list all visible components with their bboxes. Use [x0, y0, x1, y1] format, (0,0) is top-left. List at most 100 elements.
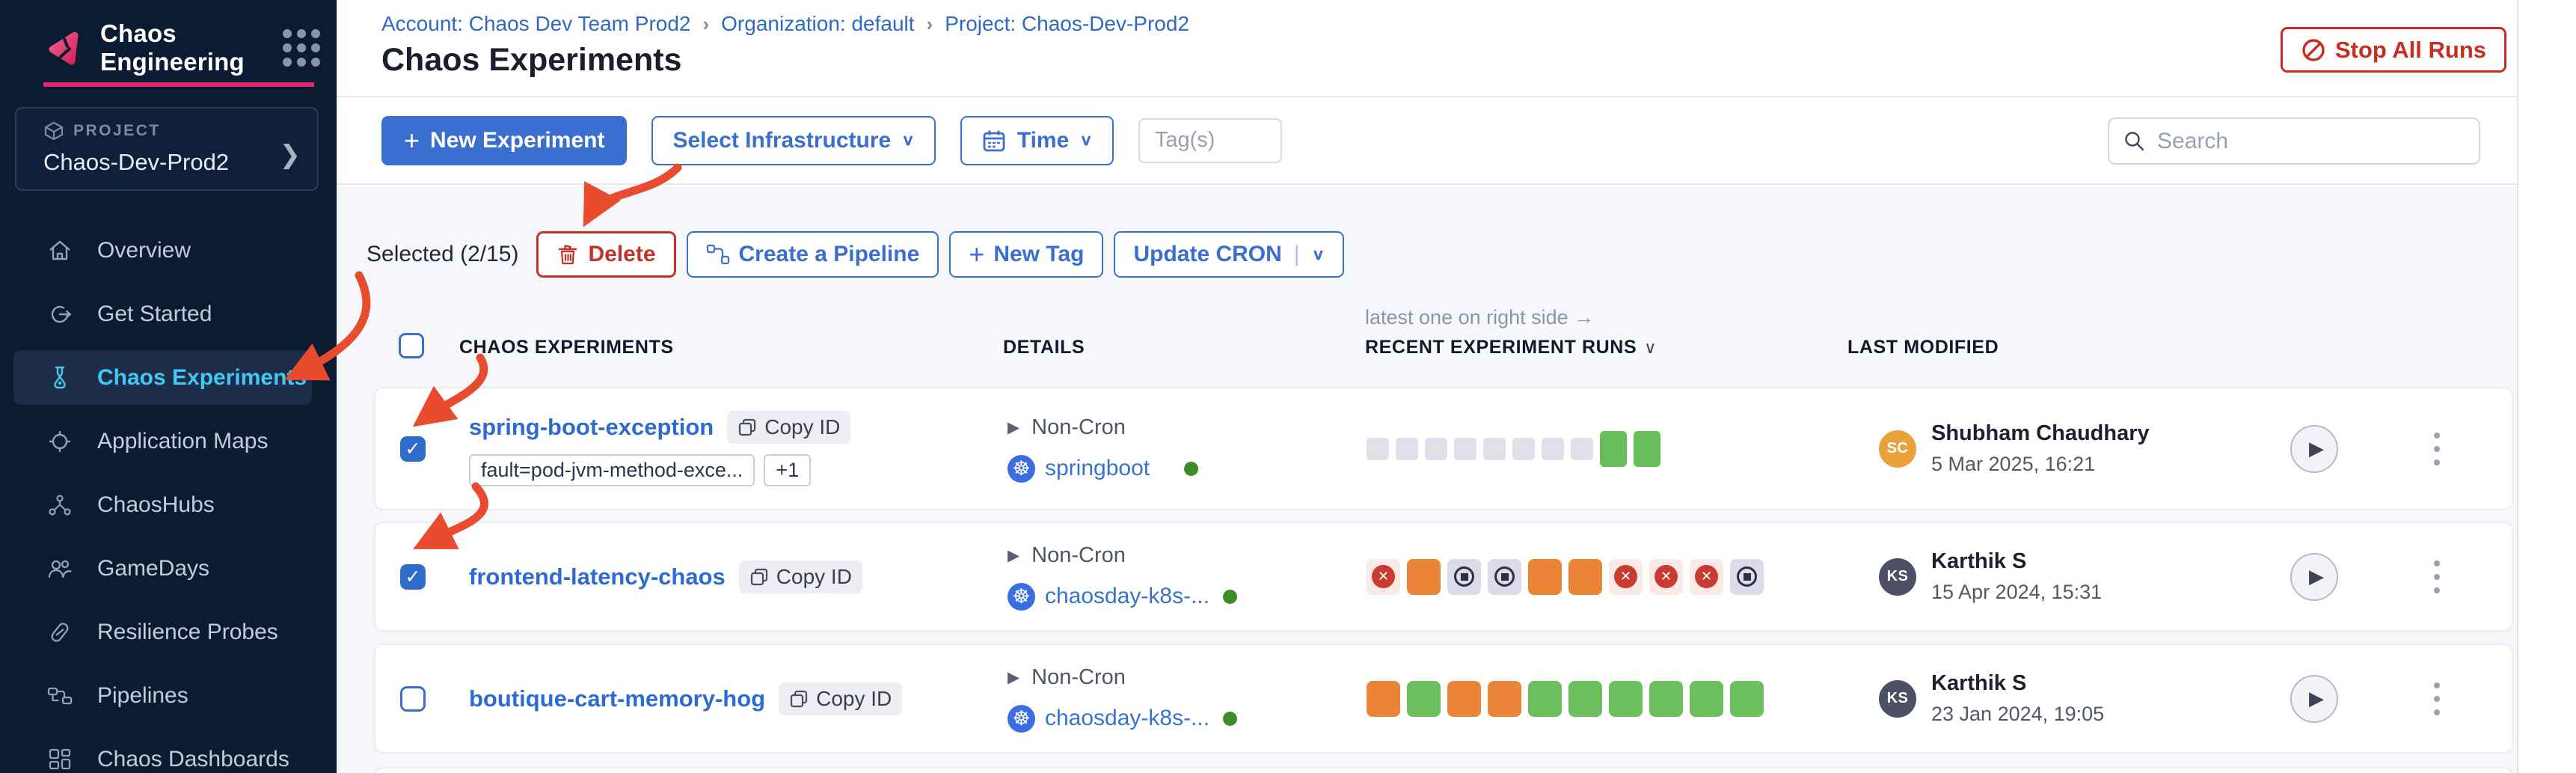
- run-status-orange[interactable]: [1407, 558, 1441, 595]
- time-filter-dropdown[interactable]: Time ∨: [960, 115, 1114, 165]
- network-icon: [49, 494, 71, 516]
- sidebar-item-overview[interactable]: Overview: [0, 219, 337, 282]
- run-status-stopped[interactable]: [1447, 558, 1481, 595]
- row-menu-button[interactable]: [2429, 556, 2444, 598]
- row-checkbox[interactable]: [400, 436, 426, 462]
- sidebar-item-chaos-dashboards[interactable]: Chaos Dashboards: [0, 727, 337, 773]
- run-status-orange[interactable]: [1528, 558, 1562, 595]
- infrastructure-link[interactable]: chaosday-k8s-...: [1045, 584, 1210, 608]
- select-infrastructure-dropdown[interactable]: Select Infrastructure ∨: [651, 115, 936, 165]
- search-box: [2108, 117, 2480, 165]
- search-input[interactable]: [2157, 128, 2465, 154]
- run-status-empty[interactable]: [1454, 437, 1476, 460]
- row-menu-button[interactable]: [2429, 428, 2444, 470]
- copy-icon: [739, 418, 756, 436]
- new-experiment-label: New Experiment: [430, 127, 605, 153]
- run-status-success[interactable]: [1634, 430, 1660, 467]
- run-status-orange[interactable]: [1447, 680, 1481, 717]
- schedule-type: Non-Cron: [1031, 664, 1126, 689]
- create-pipeline-button[interactable]: Create a Pipeline: [686, 231, 939, 278]
- run-status-stopped[interactable]: [1730, 558, 1764, 595]
- infrastructure-link[interactable]: chaosday-k8s-...: [1045, 706, 1210, 730]
- run-status-success[interactable]: [1600, 430, 1627, 467]
- project-selector[interactable]: PROJECT Chaos-Dev-Prod2 ❯: [15, 107, 319, 191]
- sidebar-item-label: Application Maps: [97, 428, 269, 453]
- people-icon: [48, 560, 72, 578]
- new-experiment-button[interactable]: + New Experiment: [381, 115, 628, 165]
- probe-icon: [51, 622, 69, 642]
- content-area: Selected (2/15) Delete Create a Pipeline: [337, 186, 2517, 773]
- button-divider: |: [1293, 242, 1300, 266]
- kubernetes-icon: ☸: [1008, 704, 1035, 733]
- run-status-empty[interactable]: [1542, 437, 1564, 460]
- sidebar-item-get-started[interactable]: Get Started: [0, 282, 337, 346]
- sidebar-item-chaos-experiments[interactable]: Chaos Experiments: [0, 346, 337, 409]
- run-status-green[interactable]: [1528, 680, 1562, 717]
- column-recent-runs-sort[interactable]: RECENT EXPERIMENT RUNS ∨: [1365, 337, 1657, 358]
- selection-toolbar: Selected (2/15) Delete Create a Pipeline: [367, 231, 1345, 278]
- row-menu-button[interactable]: [2429, 678, 2444, 720]
- run-status-green[interactable]: [1690, 680, 1723, 717]
- expand-triangle-icon[interactable]: ▶: [1008, 418, 1020, 436]
- run-status-green[interactable]: [1649, 680, 1683, 717]
- breadcrumb-project-link[interactable]: Project: Chaos-Dev-Prod2: [945, 12, 1190, 35]
- new-tag-button[interactable]: + New Tag: [949, 231, 1104, 278]
- last-modified-user: Shubham Chaudhary: [1931, 421, 2150, 445]
- run-status-empty[interactable]: [1367, 437, 1389, 460]
- copy-id-button[interactable]: Copy ID: [727, 411, 851, 444]
- cube-icon: [44, 121, 64, 141]
- expand-triangle-icon[interactable]: ▶: [1008, 546, 1020, 564]
- tags-filter-input[interactable]: [1138, 117, 1282, 163]
- delete-button[interactable]: Delete: [536, 231, 676, 278]
- run-experiment-button[interactable]: ▶: [2290, 552, 2338, 601]
- run-status-green[interactable]: [1730, 680, 1764, 717]
- sidebar-item-chaoshubs[interactable]: ChaosHubs: [0, 473, 337, 537]
- copy-id-button[interactable]: Copy ID: [738, 560, 862, 593]
- sidebar-item-label: Chaos Dashboards: [97, 746, 289, 772]
- stop-all-runs-button[interactable]: Stop All Runs: [2280, 27, 2506, 73]
- breadcrumb-org-link[interactable]: Organization: default: [721, 12, 915, 35]
- breadcrumb-separator: ›: [926, 12, 933, 35]
- run-status-orange[interactable]: [1488, 680, 1521, 717]
- experiment-name-link[interactable]: frontend-latency-chaos: [469, 563, 726, 590]
- run-status-empty[interactable]: [1571, 437, 1593, 460]
- breadcrumb-account-link[interactable]: Account: Chaos Dev Team Prod2: [381, 12, 691, 35]
- sidebar-item-application-maps[interactable]: Application Maps: [0, 409, 337, 473]
- infrastructure-link[interactable]: springboot: [1045, 456, 1150, 480]
- run-status-empty[interactable]: [1396, 437, 1418, 460]
- experiment-name-link[interactable]: boutique-cart-memory-hog: [469, 685, 766, 712]
- run-status-failed[interactable]: ✕: [1649, 558, 1683, 595]
- sidebar-nav: Overview Get Started Chaos Experiments: [0, 219, 337, 773]
- project-name: Chaos-Dev-Prod2: [43, 149, 230, 175]
- run-status-orange[interactable]: [1367, 680, 1400, 717]
- last-modified-user: Karthik S: [1931, 549, 2027, 573]
- row-checkbox[interactable]: [400, 563, 426, 590]
- run-status-green[interactable]: [1568, 680, 1602, 717]
- experiment-name-link[interactable]: spring-boot-exception: [469, 414, 714, 440]
- sidebar-item-gamedays[interactable]: GameDays: [0, 537, 337, 600]
- run-status-green[interactable]: [1609, 680, 1643, 717]
- run-status-failed[interactable]: ✕: [1690, 558, 1723, 595]
- run-status-orange[interactable]: [1568, 558, 1602, 595]
- run-status-empty[interactable]: [1512, 437, 1535, 460]
- run-status-stopped[interactable]: [1488, 558, 1521, 595]
- copy-id-button[interactable]: Copy ID: [779, 682, 903, 715]
- play-icon: ▶: [2309, 565, 2324, 587]
- run-experiment-button[interactable]: ▶: [2290, 424, 2338, 473]
- select-all-checkbox[interactable]: [399, 333, 424, 358]
- run-status-empty[interactable]: [1483, 437, 1506, 460]
- more-tags-chip[interactable]: +1: [764, 454, 812, 486]
- update-cron-button[interactable]: Update CRON | ∨: [1114, 231, 1345, 278]
- run-status-green[interactable]: [1407, 680, 1441, 717]
- sidebar-item-resilience-probes[interactable]: Resilience Probes: [0, 600, 337, 664]
- module-grid-icon[interactable]: [283, 29, 320, 67]
- run-status-failed[interactable]: ✕: [1367, 558, 1400, 595]
- run-experiment-button[interactable]: ▶: [2290, 674, 2338, 723]
- run-status-empty[interactable]: [1425, 437, 1447, 460]
- expand-triangle-icon[interactable]: ▶: [1008, 668, 1020, 686]
- row-checkbox[interactable]: [400, 685, 426, 712]
- sidebar-logo-row: Chaos Engineering: [0, 0, 337, 76]
- sidebar-item-pipelines[interactable]: Pipelines: [0, 664, 337, 727]
- avatar: SC: [1879, 430, 1916, 468]
- run-status-failed[interactable]: ✕: [1609, 558, 1643, 595]
